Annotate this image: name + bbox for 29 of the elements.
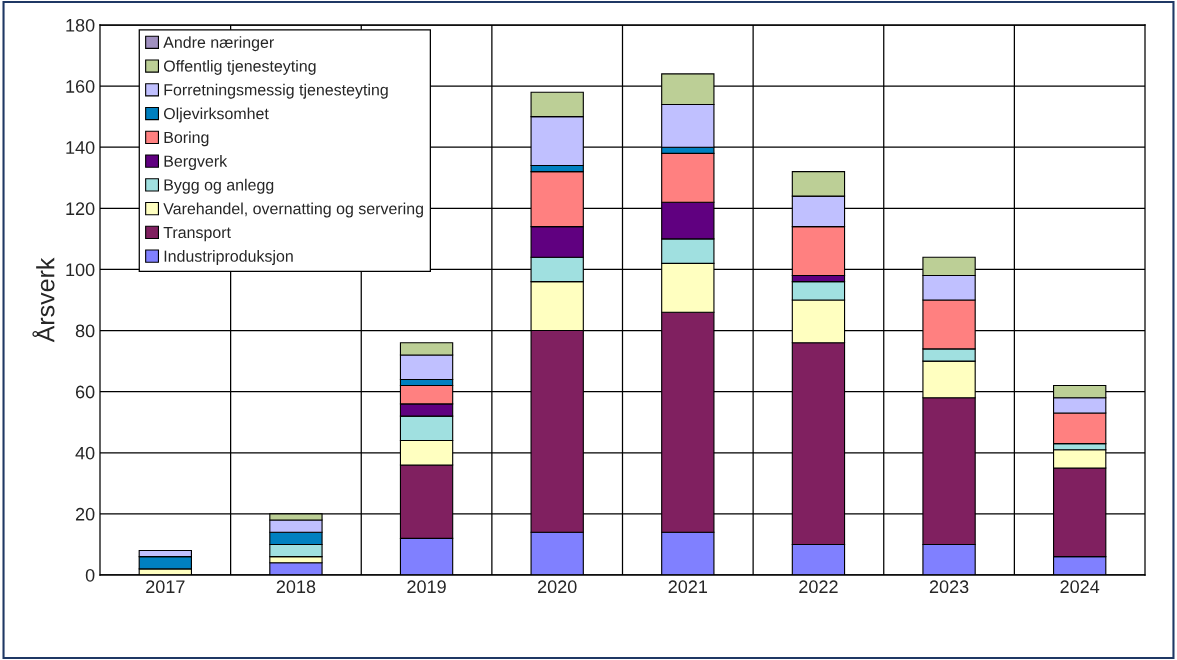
legend-label: Forretningsmessig tjenesteyting — [164, 83, 388, 99]
legend-label: Bergverk — [164, 155, 228, 170]
legend-label: Andre næringer — [163, 36, 274, 52]
y-tick-label: 0 — [85, 568, 95, 582]
x-tick-label: 2020 — [538, 580, 577, 594]
legend-label: Oljevirksomhet — [163, 107, 269, 123]
y-tick-label: 120 — [66, 202, 95, 216]
x-tick-label: 2019 — [407, 580, 446, 594]
y-tick-label: 100 — [66, 263, 95, 277]
legend-label: Varehandel, overnatting og servering — [163, 202, 423, 218]
legend-label: Transport — [163, 226, 231, 242]
x-tick-label: 2018 — [276, 580, 316, 594]
y-axis-title: Årsverk — [32, 257, 55, 343]
y-tick-label: 80 — [75, 324, 95, 338]
y-tick-label: 160 — [66, 80, 95, 93]
legend-label: Offentlig tjenesteyting — [163, 60, 316, 75]
legend-label: Industriproduksjon — [164, 250, 293, 265]
x-tick-label: 2024 — [1060, 580, 1100, 594]
x-tick-label: 2021 — [668, 580, 708, 594]
x-tick-label: 2017 — [146, 580, 185, 594]
y-tick-label: 40 — [75, 446, 95, 460]
legend-label: Boring — [164, 131, 209, 147]
y-tick-label: 180 — [66, 18, 95, 32]
legend-label: Bygg og anlegg — [164, 178, 274, 194]
x-tick-label: 2022 — [799, 580, 838, 594]
y-tick-label: 140 — [66, 141, 95, 154]
y-tick-label: 60 — [75, 385, 95, 399]
y-tick-label: 20 — [75, 507, 95, 521]
x-tick-label: 2023 — [929, 580, 969, 594]
